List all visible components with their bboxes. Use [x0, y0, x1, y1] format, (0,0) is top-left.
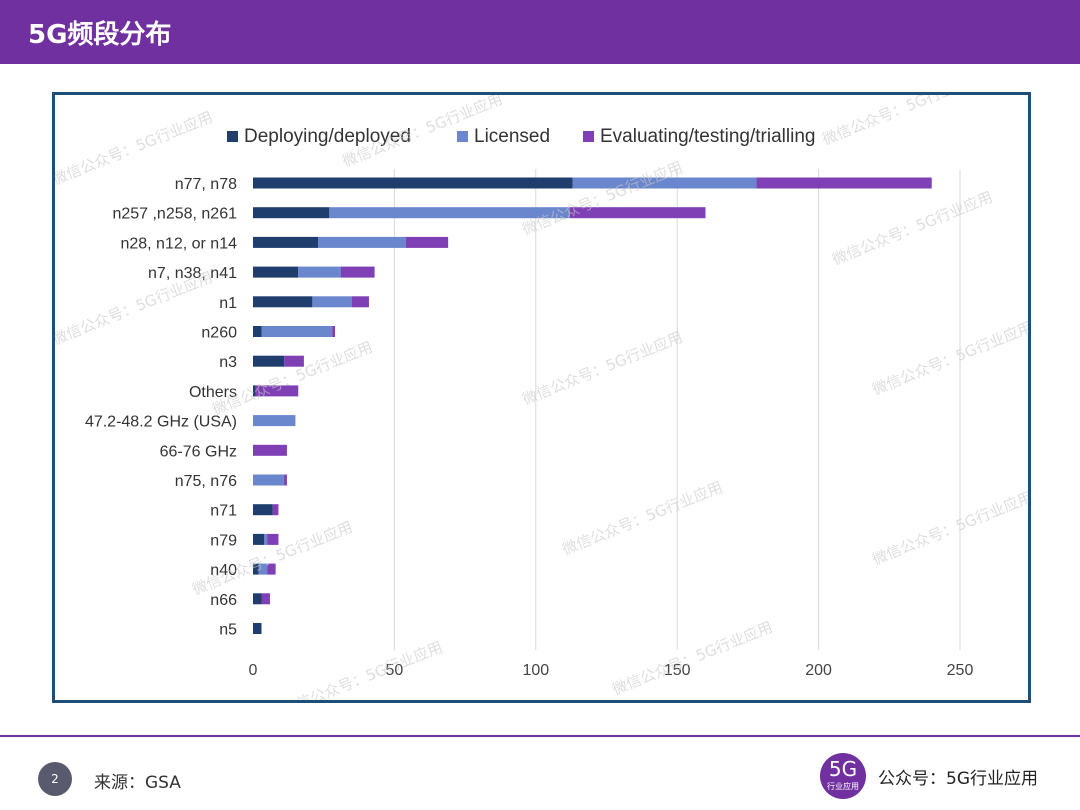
watermark-text: 微信公众号：5G行业应用	[560, 478, 725, 559]
x-tick-label: 200	[805, 662, 832, 679]
logo-subtext: 行业应用	[827, 782, 859, 791]
x-tick-label: 100	[522, 662, 549, 679]
bar-segment	[405, 236, 449, 248]
bar-segment	[253, 385, 256, 397]
category-label: n75, n76	[175, 473, 237, 490]
bar-segment	[267, 563, 276, 575]
bar-segment	[253, 504, 273, 516]
legend-swatch	[227, 131, 238, 142]
footer-divider	[0, 735, 1080, 737]
bar-segment	[298, 266, 341, 278]
category-label: n257 ,n258, n261	[112, 206, 237, 223]
watermark-text: 微信公众号：5G行业应用	[830, 188, 995, 269]
watermark-text: 微信公众号：5G行业应用	[520, 158, 685, 239]
header-bar: 5G频段分布	[0, 0, 1080, 64]
bar-segment	[261, 593, 270, 605]
watermark-text: 微信公众号：5G行业应用	[870, 488, 1028, 569]
legend-swatch	[583, 131, 594, 142]
category-label: n260	[201, 325, 237, 342]
bar-segment	[329, 207, 570, 219]
bar-segment	[253, 533, 265, 545]
watermark-text: 微信公众号：5G行业应用	[190, 518, 355, 599]
bar-segment	[253, 355, 285, 367]
watermark-text: 微信公众号：5G行业应用	[280, 638, 445, 700]
bar-segment	[264, 533, 268, 545]
page-title: 5G频段分布	[28, 20, 172, 50]
bar-segment	[253, 236, 319, 248]
bar-segment	[253, 326, 262, 337]
bar-segment	[253, 444, 287, 456]
bar-segment	[272, 504, 279, 516]
bar-segment	[572, 177, 757, 189]
category-label: n7, n38, n41	[148, 265, 237, 282]
x-tick-label: 50	[386, 662, 404, 679]
category-label: n66	[210, 592, 237, 609]
x-tick-label: 150	[664, 662, 691, 679]
legend-label: Deploying/deployed	[244, 126, 411, 147]
watermark-text: 微信公众号：5G行业应用	[520, 328, 685, 409]
bar-segment	[253, 415, 296, 427]
category-label: n1	[219, 295, 237, 312]
watermark-text: 微信公众号：5G行业应用	[610, 618, 775, 699]
source-note: 来源：GSA	[94, 773, 181, 793]
logo-5g-text: 5G	[828, 757, 858, 781]
category-label: n28, n12, or n14	[120, 235, 237, 252]
watermark-text: 微信公众号：5G行业应用	[870, 318, 1028, 399]
category-label: n5	[219, 622, 237, 639]
category-label: 66-76 GHz	[160, 443, 237, 460]
category-label: 47.2-48.2 GHz (USA)	[85, 414, 237, 431]
category-label: n77, n78	[175, 176, 237, 193]
category-label: n71	[210, 503, 237, 520]
stacked-bar-chart: 0 50 100 150 200 250 Deploying/deployed License…	[55, 95, 1028, 700]
x-tick-label: 250	[947, 662, 974, 679]
bar-segment	[261, 326, 333, 337]
legend-label: Evaluating/testing/trialling	[600, 126, 815, 147]
bar-segment	[318, 236, 406, 248]
bar-segment	[253, 266, 299, 278]
bar-segment	[253, 177, 573, 189]
chart-frame: 0 50 100 150 200 250 Deploying/deployed License…	[52, 92, 1031, 703]
bar-segment	[253, 296, 313, 308]
bar-segment	[756, 177, 932, 189]
bar-segment	[351, 296, 369, 308]
bar-segment	[569, 207, 706, 219]
bar-segment	[340, 266, 375, 278]
bar-segment	[253, 474, 285, 486]
bar-segment	[258, 563, 268, 575]
category-label: Others	[189, 384, 237, 401]
account-name: 公众号：5G行业应用	[878, 769, 1038, 789]
watermark-text: 微信公众号：5G行业应用	[210, 338, 375, 419]
page-number-badge: 2	[38, 762, 72, 796]
legend-swatch	[457, 131, 468, 142]
bar-segment	[253, 563, 259, 575]
bar-segment	[253, 207, 330, 219]
bar-segment	[284, 474, 287, 486]
bar-segment	[332, 326, 336, 337]
legend-label: Licensed	[474, 126, 550, 147]
bar-segment	[255, 385, 299, 397]
watermark-text: 微信公众号：5G行业应用	[55, 268, 215, 349]
x-tick-label: 0	[249, 662, 258, 679]
bar-segment	[312, 296, 352, 308]
category-label: n40	[210, 562, 237, 579]
bar-segment	[253, 593, 262, 605]
bar-segment	[253, 623, 262, 634]
category-label: n79	[210, 532, 237, 549]
bar-segment	[267, 533, 279, 545]
category-label: n3	[219, 354, 237, 371]
bar-segment	[284, 355, 304, 367]
brand-logo: 5G 行业应用	[820, 753, 866, 799]
watermark-text: 微信公众号：5G行业应用	[820, 95, 985, 149]
